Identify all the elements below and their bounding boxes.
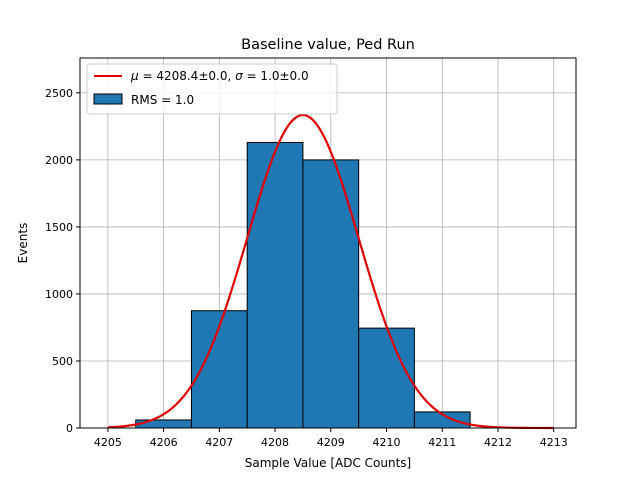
gaussian-fit bbox=[107, 113, 554, 430]
x-tick-label: 4211 bbox=[428, 436, 456, 449]
legend-mu-text: = 4208.4±0.0, bbox=[139, 69, 235, 83]
y-tick-label: 1000 bbox=[45, 288, 73, 301]
y-axis-ticks: 0 500 1000 1500 2000 2500 bbox=[45, 87, 80, 435]
x-tick-label: 4212 bbox=[484, 436, 512, 449]
plot-frame bbox=[79, 57, 577, 429]
legend-bar-swatch bbox=[93, 93, 123, 105]
x-tick-label: 4210 bbox=[373, 436, 401, 449]
legend-sigma-symbol: σ bbox=[235, 69, 243, 83]
legend-mu-symbol: μ bbox=[130, 69, 139, 83]
histogram-bar bbox=[358, 327, 415, 429]
x-tick-label: 4207 bbox=[205, 436, 233, 449]
histogram-bar bbox=[246, 141, 304, 429]
x-axis-label: Sample Value [ADC Counts] bbox=[245, 456, 411, 470]
x-tick-label: 4209 bbox=[317, 436, 345, 449]
legend: μ = 4208.4±0.0, σ = 1.0±0.0 RMS = 1.0 bbox=[86, 63, 338, 115]
chart-title: Baseline value, Ped Run bbox=[241, 37, 415, 53]
x-axis-ticks: 4205 4206 4207 4208 4209 4210 4211 4212 4213 bbox=[94, 428, 568, 449]
y-tick-label: 1500 bbox=[45, 221, 73, 234]
y-tick-label: 2000 bbox=[45, 154, 73, 167]
x-tick-label: 4208 bbox=[261, 436, 289, 449]
fit-curve bbox=[107, 113, 554, 430]
histogram-bar bbox=[135, 419, 192, 429]
x-tick-label: 4213 bbox=[540, 436, 568, 449]
x-tick-label: 4205 bbox=[94, 436, 122, 449]
legend-sigma-text: = 1.0±0.0 bbox=[243, 69, 309, 83]
y-tick-label: 500 bbox=[52, 355, 73, 368]
legend-box bbox=[86, 63, 338, 115]
histogram-bar bbox=[302, 159, 360, 429]
x-tick-label: 4206 bbox=[150, 436, 178, 449]
legend-histogram-label: RMS = 1.0 bbox=[131, 93, 194, 107]
y-tick-label: 0 bbox=[66, 422, 73, 435]
y-tick-label: 2500 bbox=[45, 87, 73, 100]
legend-fit-label: μ = 4208.4±0.0, σ = 1.0±0.0 bbox=[130, 69, 309, 83]
y-axis-label: Events bbox=[16, 223, 30, 264]
